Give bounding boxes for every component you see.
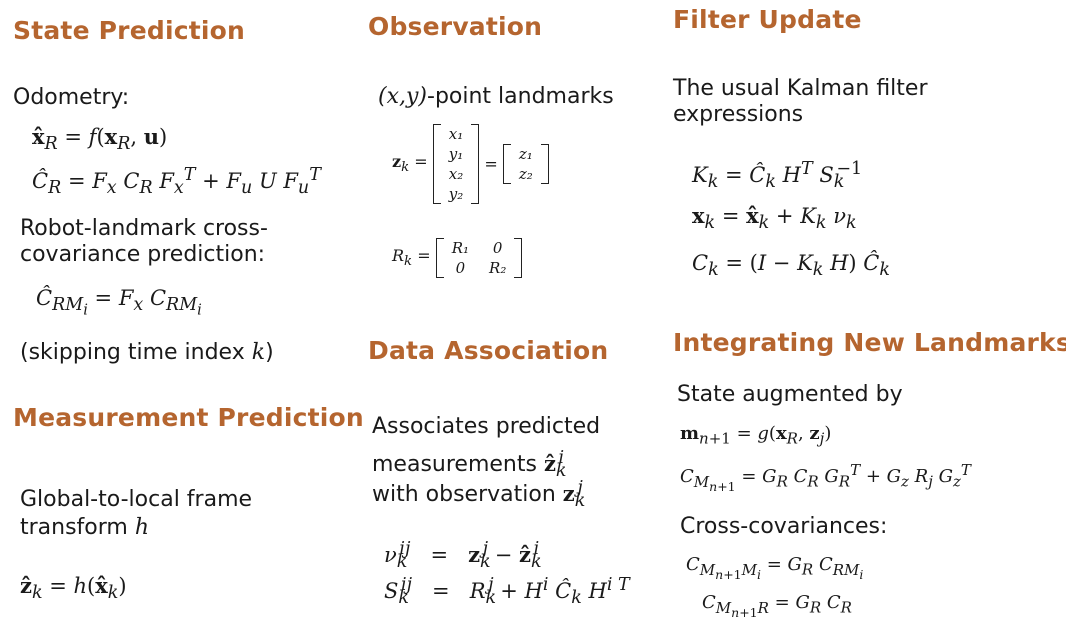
vector-entry: x₂ — [448, 165, 464, 183]
state-prediction-heading: State Prediction — [13, 16, 246, 45]
measurement-prediction-heading: Measurement Prediction — [13, 403, 364, 432]
predicted-measurement-symbol: ẑki — [543, 448, 567, 482]
observation-covariance-equation: Rk = R₁ 0 0 R₂ — [392, 238, 523, 278]
observation-heading: Observation — [368, 12, 543, 41]
zk-label: zk = — [392, 152, 428, 176]
innovation-covariance-equation: Skij = Rkj + Hi Ĉk Hi T — [384, 575, 630, 609]
cross-cov-landmark-equation: CMn+1Mi = GR CRMi — [686, 554, 864, 582]
rk-matrix: R₁ 0 0 R₂ — [435, 238, 523, 278]
landmark-label: (x,y)-point landmarks — [378, 84, 614, 109]
vector-entry: z₂ — [518, 165, 533, 183]
odometry-state-equation: x̂R = f(xR, u) — [32, 124, 168, 155]
cross-covariance-equation: ĈRMi = Fx CRMi — [36, 286, 202, 319]
odometry-covariance-equation: ĈR = Fx CR FxT + Fu U FuT — [32, 165, 321, 199]
associates-label-1: Associates predicted — [372, 414, 601, 439]
observation-symbol: zkj — [562, 478, 586, 512]
innovation-equation: νkij = zkj − ẑki — [384, 539, 542, 573]
z-vector: z₁ z₂ — [502, 144, 549, 184]
rk-label: Rk = — [392, 246, 431, 270]
vector-entry: y₂ — [448, 185, 464, 203]
cross-cov-robot-equation: CMn+1R = GR CR — [702, 592, 852, 620]
state-augmented-label: State augmented by — [677, 382, 903, 407]
usual-kalman-label-1: The usual Kalman filter — [673, 76, 928, 101]
associates-label-3: with observation zkj — [372, 478, 586, 512]
kalman-gain-equation: Kk = Ĉk HT Sk−1 — [692, 159, 863, 193]
state-update-equation: xk = x̂k + Kk νk — [692, 203, 857, 234]
new-landmark-equation: mn+1 = g(xR, zj) — [680, 423, 832, 448]
covariance-update-equation: Ck = (I − Kk H) Ĉk — [692, 251, 890, 281]
odometry-label: Odometry: — [13, 85, 130, 110]
frame-transform-label-2: transform h — [20, 515, 150, 540]
filter-update-heading: Filter Update — [673, 5, 862, 34]
usual-kalman-label-2: expressions — [673, 102, 804, 127]
cross-covariances-label: Cross-covariances: — [680, 514, 888, 539]
skipping-note: (skipping time index k) — [20, 340, 274, 365]
matrix-entry: R₁ — [451, 239, 470, 257]
associates-label-2: measurements ẑki — [372, 448, 567, 482]
cross-covariance-label-2: covariance prediction: — [20, 242, 266, 267]
vector-entry: z₁ — [518, 145, 533, 163]
matrix-entry: 0 — [492, 239, 503, 257]
cross-covariance-label-1: Robot-landmark cross- — [20, 216, 268, 241]
frame-transform-label-1: Global-to-local frame — [20, 487, 253, 512]
equals-sign: = — [484, 154, 498, 174]
matrix-entry: R₂ — [489, 259, 507, 277]
vector-entry: y₁ — [448, 145, 464, 163]
vector-entry: x₁ — [448, 125, 464, 143]
measurement-prediction-equation: ẑk = h(x̂k) — [20, 573, 127, 604]
data-association-heading: Data Association — [368, 336, 609, 365]
integrating-landmarks-heading: Integrating New Landmarks — [673, 328, 1066, 357]
zk-vector: x₁ y₁ x₂ y₂ — [432, 124, 480, 204]
observation-vector-equation: zk = x₁ y₁ x₂ y₂ = z₁ z₂ — [392, 124, 549, 204]
new-landmark-covariance-equation: CMn+1 = GR CR GRT + Gz Rj GzT — [680, 461, 971, 494]
matrix-entry: 0 — [455, 259, 466, 277]
